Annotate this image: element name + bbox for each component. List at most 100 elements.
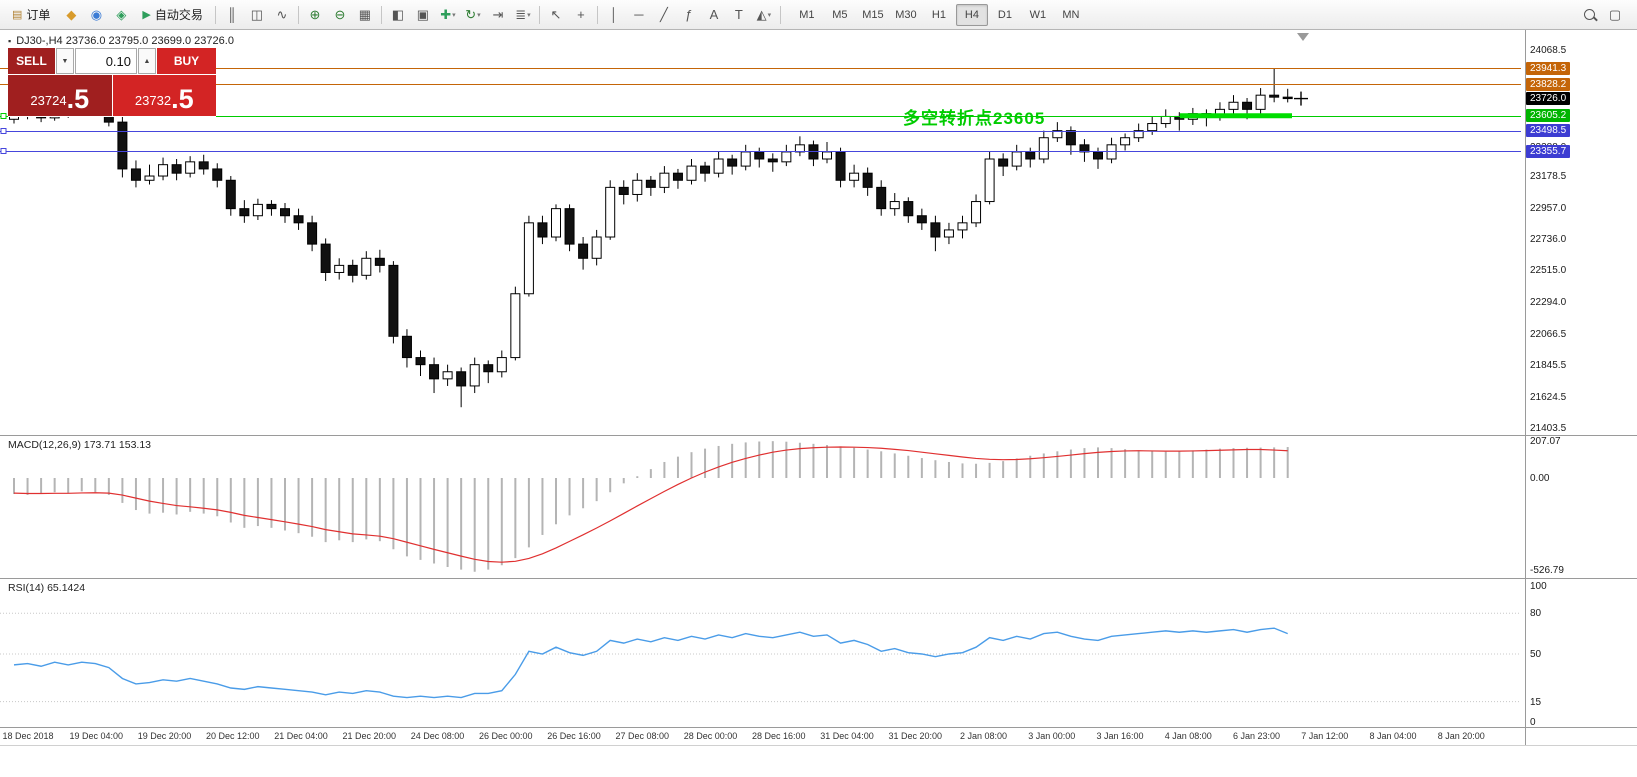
- cascade-windows-icon[interactable]: ▣: [416, 6, 430, 22]
- resistance-1-label: 23941.3: [1526, 61, 1571, 75]
- price-tick-label: 21624.5: [1530, 391, 1567, 403]
- timeframe-m5[interactable]: M5: [832, 8, 848, 21]
- indicators-icon-dropdown[interactable]: ▾: [527, 11, 531, 19]
- timeframe-switcher: M1 M5 M15 M30 H1 H4 D1 W1 MN: [791, 3, 1087, 26]
- support-2-label: 23355.7: [1526, 144, 1571, 158]
- panels-icon[interactable]: ▢: [1608, 6, 1622, 22]
- macd-indicator-label: MACD(12,26,9) 173.71 153.13: [8, 439, 152, 451]
- line-chart-icon[interactable]: ∿: [276, 6, 288, 22]
- shapes-icon-dropdown[interactable]: ▾: [767, 11, 772, 19]
- autoscroll-icon[interactable]: ↻ ▾: [465, 6, 481, 22]
- time-tick-label: 8 Jan 20:00: [1437, 731, 1485, 741]
- rsi-tick-label: 100: [1530, 581, 1547, 592]
- time-tick-label: 4 Jan 08:00: [1164, 731, 1212, 741]
- time-tick-label: 18 Dec 2018: [2, 731, 54, 741]
- price-tick-label: 23178.5: [1530, 171, 1567, 183]
- orders-button-label: 订单: [26, 8, 51, 22]
- zoom-in-icon[interactable]: ⊕: [309, 6, 321, 22]
- support-line-2[interactable]: [0, 148, 1521, 154]
- macd-tick-label: -526.79: [1530, 565, 1564, 576]
- rsi-pane-border[interactable]: [0, 578, 1637, 579]
- buy-button[interactable]: BUY: [157, 48, 216, 74]
- time-tick-label: 3 Jan 16:00: [1096, 731, 1144, 741]
- pivot-label: 23605.2: [1526, 109, 1571, 123]
- chart-shift-icon[interactable]: ⇥: [492, 6, 504, 22]
- time-axis-border: [0, 727, 1637, 728]
- chart-shift-marker[interactable]: [1297, 33, 1309, 41]
- autoscroll-icon-dropdown[interactable]: ▾: [477, 11, 481, 19]
- autotrade-button-label: 自动交易: [154, 8, 203, 22]
- text-icon[interactable]: A: [709, 7, 719, 22]
- buy-price-int: 23732: [134, 93, 172, 108]
- fibonacci-icon[interactable]: ƒ: [685, 7, 693, 22]
- price-tick-label: 22066.5: [1530, 328, 1567, 340]
- new-order-icon[interactable]: ✚ ▾: [440, 6, 456, 22]
- rsi-layer[interactable]: [0, 612, 1521, 703]
- macd-layer[interactable]: [13, 441, 1289, 572]
- toolbar-separator: [297, 5, 299, 24]
- toolbar-separator: [779, 5, 781, 24]
- community-icon[interactable]: ◉: [90, 6, 103, 22]
- volume-up-button[interactable]: ▲: [138, 48, 156, 74]
- rsi-tick-label: 80: [1530, 608, 1542, 620]
- macd-signal-line: [13, 446, 1288, 563]
- toolbar-separator: [380, 5, 382, 24]
- time-tick-label: 28 Dec 16:00: [751, 731, 806, 741]
- macd-tick-label: 0.00: [1530, 473, 1550, 484]
- sell-price-int: 23724: [30, 93, 67, 108]
- autotrade-button[interactable]: ▶ 自动交易: [134, 3, 210, 27]
- time-tick-label: 8 Jan 04:00: [1369, 731, 1417, 741]
- symbol-ohlc-text: DJ30-,H4 23736.0 23795.0 23699.0 23726.0: [16, 35, 234, 47]
- toolbar-separator: [214, 5, 216, 24]
- candlestick-layer[interactable]: [9, 68, 1293, 408]
- sell-price[interactable]: 23724.5: [8, 75, 112, 116]
- indicators-icon[interactable]: ≣ ▾: [515, 6, 531, 22]
- orders-icon: ▤: [12, 9, 23, 21]
- timeframe-mn[interactable]: MN: [1062, 8, 1080, 21]
- timeframe-w1[interactable]: W1: [1029, 8, 1047, 21]
- time-tick-label: 28 Dec 00:00: [683, 731, 738, 741]
- new-order-icon-dropdown[interactable]: ▾: [452, 11, 456, 19]
- timeframe-m30[interactable]: M30: [895, 8, 917, 21]
- time-tick-label: 19 Dec 20:00: [137, 731, 192, 741]
- sell-price-fraction: .5: [66, 84, 90, 114]
- rsi-tick-label: 50: [1530, 649, 1542, 660]
- pivot-annotation-text[interactable]: 多空转折点23605: [903, 109, 1046, 128]
- label-icon[interactable]: T: [734, 7, 743, 22]
- market-icon[interactable]: ◈: [116, 6, 127, 22]
- volume-input[interactable]: [75, 48, 137, 74]
- bar-chart-icon[interactable]: ║: [227, 7, 237, 22]
- vertical-line-icon[interactable]: │: [609, 7, 618, 22]
- support-1-label: 23498.5: [1526, 124, 1571, 138]
- orders-button[interactable]: ▤ 订单: [4, 3, 58, 27]
- pivot-line[interactable]: [0, 113, 1521, 119]
- trendline-icon[interactable]: ╱: [659, 6, 668, 22]
- signals-icon[interactable]: ◆: [66, 6, 77, 22]
- timeframe-h1[interactable]: H1: [931, 8, 946, 21]
- toolbar-separator: [538, 5, 540, 24]
- cursor-icon[interactable]: ↖: [550, 6, 562, 22]
- zoom-out-icon[interactable]: ⊖: [334, 6, 346, 22]
- bottom-border: [0, 745, 1637, 746]
- shapes-icon[interactable]: ◭ ▾: [756, 6, 772, 22]
- horizontal-line-icon[interactable]: ─: [634, 7, 644, 22]
- search-icon[interactable]: [1577, 3, 1601, 27]
- sell-button[interactable]: SELL: [8, 48, 55, 74]
- volume-dropdown-button[interactable]: ▼: [56, 48, 74, 74]
- support-line-1[interactable]: [0, 128, 1521, 134]
- macd-pane-border[interactable]: [0, 435, 1637, 436]
- crosshair-icon[interactable]: +: [577, 7, 585, 22]
- time-tick-label: 31 Dec 20:00: [888, 731, 943, 741]
- timeframe-h4[interactable]: H4: [955, 3, 988, 26]
- grid-icon[interactable]: ▦: [358, 6, 372, 22]
- timeframe-m1[interactable]: M1: [799, 8, 815, 21]
- time-tick-label: 19 Dec 04:00: [69, 731, 124, 741]
- buy-price[interactable]: 23732.5: [112, 75, 216, 116]
- tile-windows-icon[interactable]: ◧: [391, 6, 405, 22]
- macd-tick-label: 207.07: [1530, 436, 1561, 447]
- timeframe-m15[interactable]: M15: [862, 8, 884, 21]
- time-tick-label: 2 Jan 08:00: [959, 731, 1008, 741]
- timeframe-d1[interactable]: D1: [997, 8, 1012, 21]
- candlestick-icon[interactable]: ◫: [250, 6, 264, 22]
